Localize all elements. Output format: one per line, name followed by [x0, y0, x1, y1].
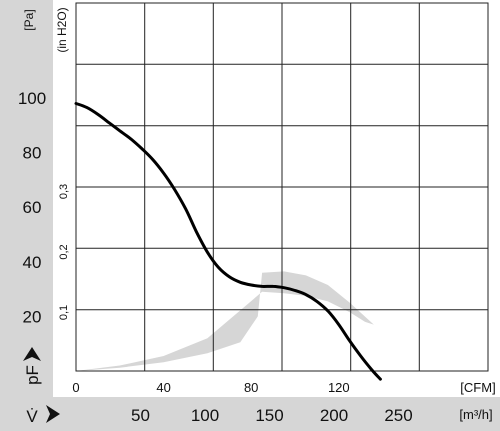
pressure-symbol: pF — [23, 365, 42, 385]
series-layer — [74, 102, 382, 381]
y-tick-label: 20 — [23, 307, 42, 326]
flow-arrow-icon — [46, 405, 60, 423]
secondary-tick-label: 0,1 — [58, 305, 70, 320]
m3h-tick-label: 200 — [320, 406, 348, 425]
secondary-tick-label: 0,2 — [58, 244, 70, 259]
axis-labels: [Pa] 100 80 60 40 20 pF (in H2O) 0,3 0,2 0,1 0 40 80 1… — [18, 7, 496, 426]
m3h-tick-label: 250 — [384, 406, 412, 425]
m3h-tick-label: 50 — [131, 406, 150, 425]
grid — [75, 2, 489, 372]
flow-axis-label: V̇ — [26, 405, 60, 426]
cfm-unit: [CFM] — [460, 380, 495, 395]
m3h-tick-label: 150 — [255, 406, 283, 425]
y-tick-label: 40 — [23, 253, 42, 272]
m3h-unit: [m³/h] — [459, 407, 492, 422]
secondary-axis-unit: (in H2O) — [55, 7, 69, 52]
bottom-axis-band — [53, 397, 500, 431]
secondary-tick-label: 0,3 — [58, 184, 70, 199]
pressure-axis-label: pF — [23, 347, 42, 385]
cfm-tick-label: 0 — [72, 380, 79, 395]
y-axis-unit: [Pa] — [22, 9, 36, 30]
y-tick-label: 100 — [18, 89, 46, 108]
series-curve — [74, 102, 382, 381]
pressure-arrow-icon — [23, 347, 41, 361]
y-tick-label: 80 — [23, 144, 42, 163]
cfm-tick-label: 80 — [244, 380, 258, 395]
flow-symbol: V̇ — [26, 407, 38, 426]
cfm-tick-label: 120 — [328, 380, 350, 395]
y-tick-label: 60 — [23, 198, 42, 217]
cfm-tick-label: 40 — [156, 380, 170, 395]
m3h-tick-label: 100 — [191, 406, 219, 425]
